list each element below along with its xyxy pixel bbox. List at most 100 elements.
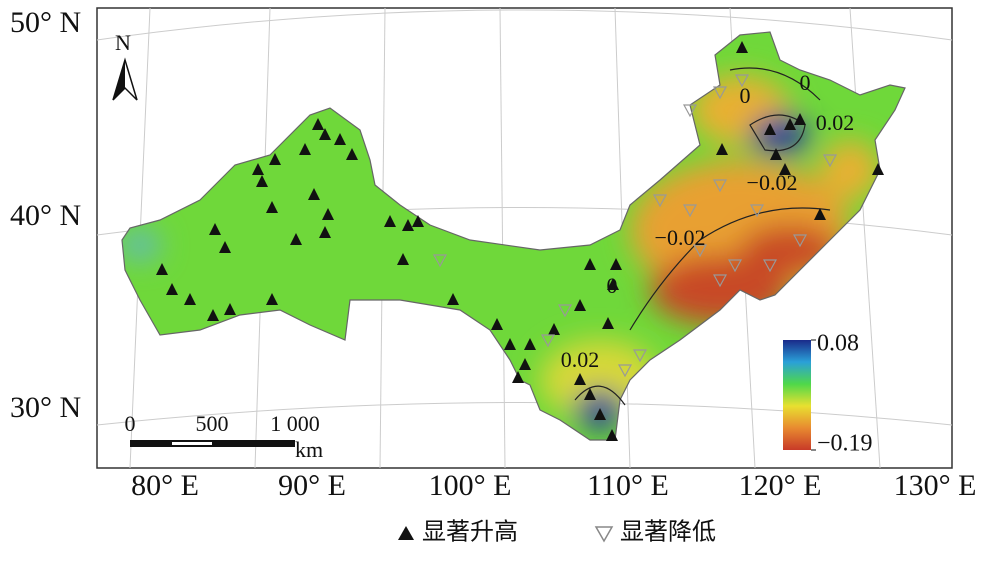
axis-labels: 50° N 40° N 30° N 80° E 90° E 100° E 110… — [10, 6, 976, 502]
increase-marker — [252, 163, 264, 175]
colorbar-label: −0.19 — [817, 431, 873, 457]
increase-marker — [574, 373, 586, 385]
increase-marker — [548, 323, 560, 335]
increase-marker — [512, 371, 524, 383]
increase-marker — [319, 128, 331, 140]
contour-label: 0.02 — [816, 110, 855, 135]
increase-marker — [334, 133, 346, 145]
decrease-marker — [712, 86, 728, 100]
increase-marker — [207, 309, 219, 321]
lat-label: 40° N — [10, 199, 81, 232]
contour-label: 0 — [800, 70, 811, 95]
decrease-marker — [432, 254, 448, 268]
contour-label: 0 — [740, 83, 751, 108]
increase-marker — [412, 215, 424, 227]
increase-marker — [397, 253, 409, 265]
increase-marker — [602, 317, 614, 329]
legend-label: 显著升高 — [422, 518, 518, 545]
increase-marker — [584, 388, 596, 400]
lon-label: 110° E — [587, 469, 669, 502]
increase-marker — [166, 283, 178, 295]
scale-unit: km — [295, 437, 323, 462]
decrease-marker — [682, 104, 698, 118]
increase-marker — [574, 299, 586, 311]
scale-label: 500 — [196, 411, 229, 436]
decrease-marker — [617, 364, 633, 378]
contour-labels: 0 0.02 −0.02 −0.02 0 0.02 0 — [561, 70, 855, 372]
decrease-marker — [792, 234, 808, 248]
decrease-marker — [557, 304, 573, 318]
decrease-marker — [762, 259, 778, 273]
north-arrow — [113, 60, 125, 100]
increase-marker — [156, 263, 168, 275]
scale-bar: 0 500 1 000 km — [125, 411, 324, 462]
decrease-marker — [712, 179, 728, 193]
increase-marker — [224, 303, 236, 315]
scale-label: 0 — [125, 411, 136, 436]
increase-marker — [312, 118, 324, 130]
colorbar-label: 0.08 — [817, 331, 859, 357]
increase-marker — [607, 278, 619, 290]
colorbar-ticks: 0.08 −0.19 — [811, 331, 873, 457]
increase-marker — [610, 258, 622, 270]
decrease-marker — [682, 204, 698, 218]
increase-marker — [794, 113, 806, 125]
lon-label: 100° E — [429, 469, 512, 502]
lon-label: 120° E — [739, 469, 822, 502]
increase-marker — [184, 293, 196, 305]
increase-marker — [319, 226, 331, 238]
increase-marker — [209, 223, 221, 235]
increase-marker — [346, 148, 358, 160]
increase-marker — [584, 258, 596, 270]
station-markers — [156, 41, 884, 441]
increase-marker — [447, 293, 459, 305]
increase-marker — [872, 163, 884, 175]
legend-label: 显著降低 — [620, 518, 716, 545]
increase-marker — [606, 429, 618, 441]
contours — [574, 67, 831, 406]
increase-marker — [764, 123, 776, 135]
increase-marker — [384, 215, 396, 227]
lon-label: 90° E — [278, 469, 346, 502]
increase-marker — [770, 148, 782, 160]
contour-label: −0.02 — [655, 225, 706, 250]
increase-marker — [491, 318, 503, 330]
increase-marker — [266, 201, 278, 213]
increase-marker — [736, 41, 748, 53]
increase-marker — [290, 233, 302, 245]
lat-label: 50° N — [10, 6, 81, 39]
contour-label: 0.02 — [561, 347, 600, 372]
decrease-marker — [540, 334, 556, 348]
increase-marker — [594, 408, 606, 420]
increase-marker — [524, 338, 536, 350]
lon-label: 130° E — [894, 469, 977, 502]
contour-label: 0 — [607, 273, 618, 298]
increase-marker — [308, 188, 320, 200]
increase-marker — [784, 118, 796, 130]
increase-marker — [256, 175, 268, 187]
increase-marker — [519, 358, 531, 370]
decrease-marker — [652, 194, 668, 208]
increase-marker — [322, 208, 334, 220]
lat-label: 30° N — [10, 391, 81, 424]
decrease-marker — [712, 274, 728, 288]
decrease-marker — [632, 349, 648, 363]
contour-label: −0.02 — [747, 170, 798, 195]
increase-marker — [266, 293, 278, 305]
increase-marker — [299, 143, 311, 155]
scale-label: 1 000 — [270, 411, 320, 436]
increase-marker — [504, 338, 516, 350]
legend: 显著升高 显著降低 — [398, 518, 716, 545]
decrease-marker — [749, 204, 765, 218]
increase-marker — [779, 163, 791, 175]
north-label: N — [115, 30, 131, 55]
decrease-marker — [727, 259, 743, 273]
decrease-marker — [692, 244, 708, 258]
colorbar — [783, 340, 811, 450]
increase-marker — [219, 241, 231, 253]
increase-marker — [814, 208, 826, 220]
decrease-marker — [734, 74, 750, 88]
increase-marker — [716, 143, 728, 155]
lon-label: 80° E — [131, 469, 199, 502]
